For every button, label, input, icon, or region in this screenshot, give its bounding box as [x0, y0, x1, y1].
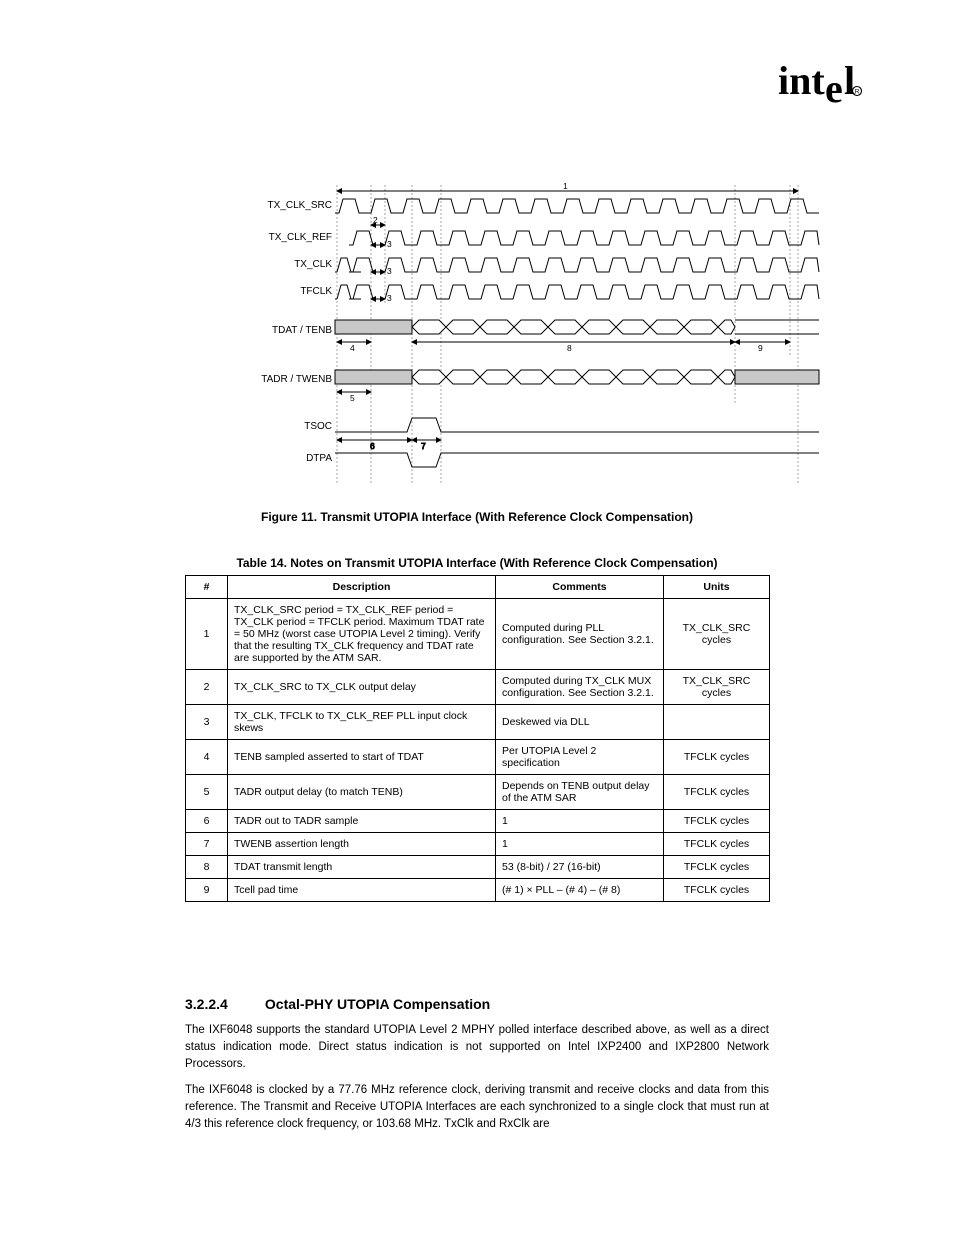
section-number: 3.2.2.4	[185, 994, 261, 1014]
svg-text:int: int	[778, 62, 825, 103]
cell-comm: (# 1) × PLL – (# 4) – (# 8)	[496, 879, 664, 902]
cell-desc: TENB sampled asserted to start of TDAT	[228, 740, 496, 775]
svg-text:3: 3	[387, 266, 392, 276]
timing-diagram: 4 8 9 1 2 3 3 3	[335, 185, 855, 505]
svg-text:3: 3	[387, 239, 392, 249]
cell-unit: TFCLK cycles	[664, 833, 770, 856]
cell-comm: Computed during TX_CLK MUX configuration…	[496, 670, 664, 705]
col-comm: Comments	[496, 576, 664, 599]
cell-comm: 1	[496, 833, 664, 856]
cell-num: 4	[186, 740, 228, 775]
cell-num: 8	[186, 856, 228, 879]
cell-num: 2	[186, 670, 228, 705]
cell-unit: TFCLK cycles	[664, 856, 770, 879]
para-2: The IXF6048 is clocked by a 77.76 MHz re…	[185, 1082, 769, 1132]
cell-desc: TX_CLK, TFCLK to TX_CLK_REF PLL input cl…	[228, 705, 496, 740]
cell-comm: Per UTOPIA Level 2 specification	[496, 740, 664, 775]
sig-label-4: TDAT / TENB	[240, 325, 332, 336]
table-row: 1TX_CLK_SRC period = TX_CLK_REF period =…	[186, 599, 770, 670]
cell-num: 6	[186, 810, 228, 833]
cell-comm: 1	[496, 810, 664, 833]
col-num: #	[186, 576, 228, 599]
svg-text:l: l	[844, 62, 855, 103]
cell-desc: TADR out to TADR sample	[228, 810, 496, 833]
table-row: 4TENB sampled asserted to start of TDATP…	[186, 740, 770, 775]
cell-comm: Depends on TENB output delay of the ATM …	[496, 775, 664, 810]
cell-unit: TX_CLK_SRC cycles	[664, 599, 770, 670]
sig-label-7: DTPA	[240, 453, 332, 464]
svg-text:2: 2	[373, 215, 378, 225]
spec-table: # Description Comments Units 1TX_CLK_SRC…	[185, 575, 769, 902]
table-caption: Table 14. Notes on Transmit UTOPIA Inter…	[0, 556, 954, 570]
svg-text:7: 7	[421, 441, 426, 451]
cell-desc: TADR output delay (to match TENB)	[228, 775, 496, 810]
cell-unit: TFCLK cycles	[664, 810, 770, 833]
cell-comm: 53 (8-bit) / 27 (16-bit)	[496, 856, 664, 879]
cell-num: 1	[186, 599, 228, 670]
intel-logo: int e l R	[778, 62, 864, 104]
sig-label-0: TX_CLK_SRC	[240, 200, 332, 211]
table-row: 3TX_CLK, TFCLK to TX_CLK_REF PLL input c…	[186, 705, 770, 740]
table-row: 8TDAT transmit length53 (8-bit) / 27 (16…	[186, 856, 770, 879]
cell-num: 5	[186, 775, 228, 810]
svg-text:5: 5	[350, 393, 355, 403]
table-header: # Description Comments Units	[186, 576, 770, 599]
cell-desc: Tcell pad time	[228, 879, 496, 902]
cell-comm: Computed during PLL configuration. See S…	[496, 599, 664, 670]
cell-num: 3	[186, 705, 228, 740]
body-text: 3.2.2.4 Octal-PHY UTOPIA Compensation Th…	[185, 980, 769, 1142]
cell-num: 9	[186, 879, 228, 902]
cell-unit: TX_CLK_SRC cycles	[664, 670, 770, 705]
page: int e l R TX_CLK_SRC TX_CLK_REF TX_CLK T…	[0, 0, 954, 1235]
cell-desc: TX_CLK_SRC to TX_CLK output delay	[228, 670, 496, 705]
sig-label-6: TSOC	[240, 421, 332, 432]
col-desc: Description	[228, 576, 496, 599]
cell-desc: TWENB assertion length	[228, 833, 496, 856]
svg-text:3: 3	[387, 293, 392, 303]
svg-text:R: R	[855, 89, 860, 96]
svg-text:9: 9	[758, 343, 763, 353]
svg-text:8: 8	[567, 343, 572, 353]
table-row: 7TWENB assertion length1TFCLK cycles	[186, 833, 770, 856]
svg-text:6: 6	[370, 441, 375, 451]
sig-label-2: TX_CLK	[240, 259, 332, 270]
sig-label-5: TADR / TWENB	[240, 374, 332, 385]
cell-desc: TDAT transmit length	[228, 856, 496, 879]
col-unit: Units	[664, 576, 770, 599]
table-row: 2TX_CLK_SRC to TX_CLK output delayComput…	[186, 670, 770, 705]
cell-unit	[664, 705, 770, 740]
sig-label-3: TFCLK	[240, 286, 332, 297]
cell-unit: TFCLK cycles	[664, 740, 770, 775]
svg-text:1: 1	[563, 181, 568, 191]
cell-unit: TFCLK cycles	[664, 879, 770, 902]
table-row: 6TADR out to TADR sample1TFCLK cycles	[186, 810, 770, 833]
cell-num: 7	[186, 833, 228, 856]
section-heading: 3.2.2.4 Octal-PHY UTOPIA Compensation	[185, 994, 769, 1014]
svg-text:4: 4	[350, 343, 355, 353]
figure-caption: Figure 11. Transmit UTOPIA Interface (Wi…	[0, 510, 954, 524]
cell-unit: TFCLK cycles	[664, 775, 770, 810]
table-row: 9Tcell pad time(# 1) × PLL – (# 4) – (# …	[186, 879, 770, 902]
cell-comm: Deskewed via DLL	[496, 705, 664, 740]
cell-desc: TX_CLK_SRC period = TX_CLK_REF period = …	[228, 599, 496, 670]
table-row: 5TADR output delay (to match TENB)Depend…	[186, 775, 770, 810]
svg-text:e: e	[825, 66, 843, 104]
para-1: The IXF6048 supports the standard UTOPIA…	[185, 1022, 769, 1072]
section-title: Octal-PHY UTOPIA Compensation	[265, 996, 490, 1012]
sig-label-1: TX_CLK_REF	[240, 232, 332, 243]
